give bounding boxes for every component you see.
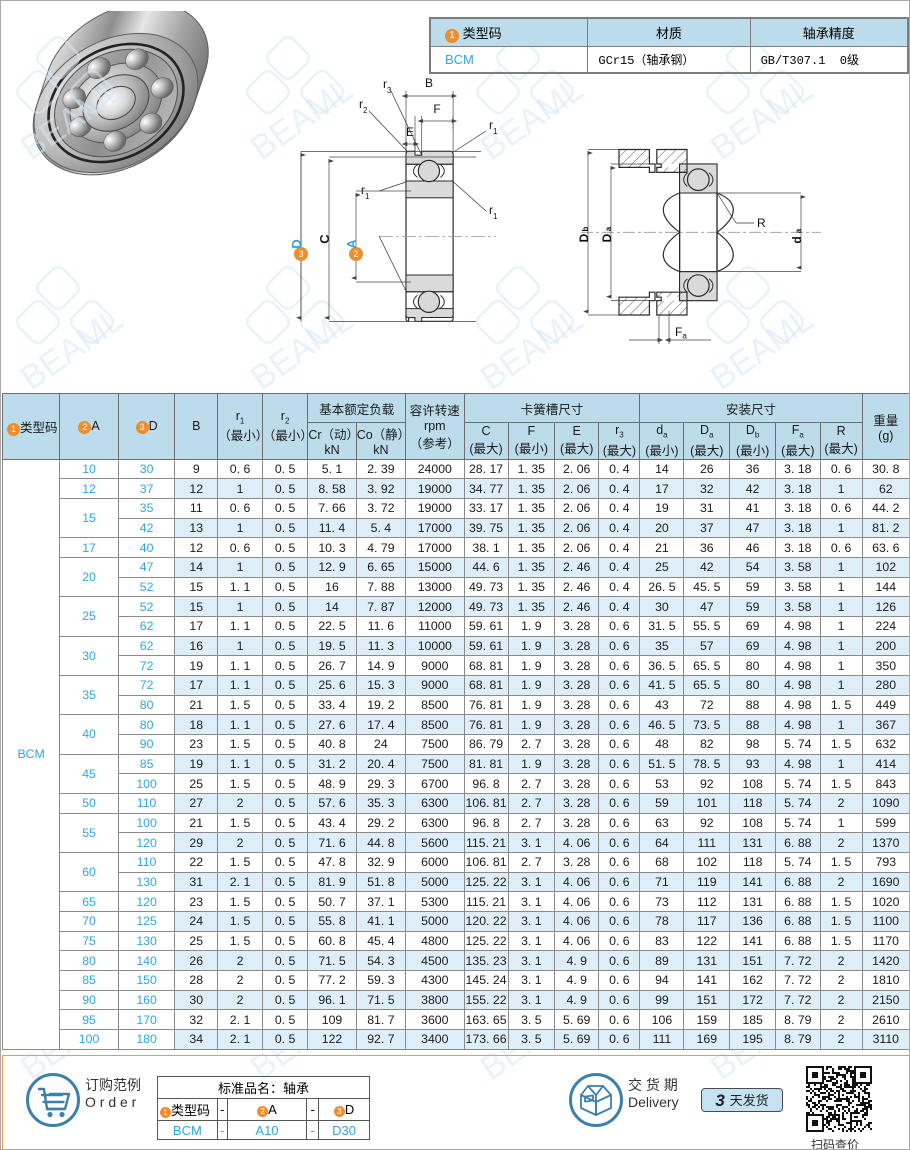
svg-text:B: B: [425, 76, 433, 90]
svg-text:d: d: [790, 236, 804, 243]
svg-text:b: b: [581, 226, 590, 231]
svg-text:D: D: [577, 233, 591, 242]
svg-text:C: C: [317, 234, 332, 244]
svg-text:r1: r1: [361, 183, 370, 201]
svg-text:r1: r1: [489, 118, 498, 136]
svg-text:D: D: [600, 233, 614, 242]
svg-text:R: R: [757, 216, 766, 230]
svg-text:2: 2: [353, 249, 358, 259]
svg-text:r1: r1: [489, 203, 498, 221]
svg-text:a: a: [604, 226, 613, 231]
svg-text:r3: r3: [383, 77, 392, 95]
svg-text:3: 3: [298, 249, 303, 259]
svg-text:r2: r2: [359, 97, 368, 115]
svg-text:D: D: [289, 239, 304, 248]
svg-text:a: a: [794, 228, 803, 233]
svg-text:Fa: Fa: [675, 325, 687, 341]
svg-text:F: F: [433, 102, 440, 116]
svg-text:A: A: [344, 239, 359, 249]
